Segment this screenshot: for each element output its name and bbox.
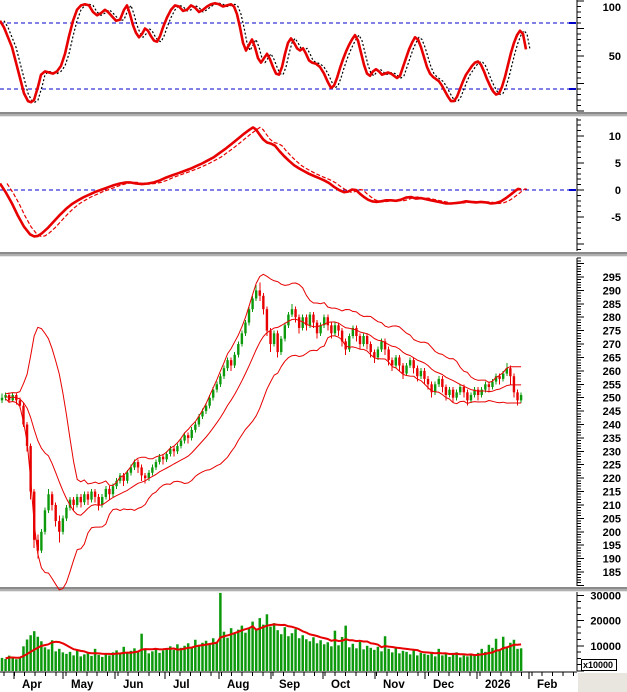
svg-text:225: 225 xyxy=(603,460,621,472)
svg-text:275: 275 xyxy=(603,326,621,338)
svg-text:190: 190 xyxy=(603,554,621,566)
svg-text:Sep: Sep xyxy=(279,679,300,691)
svg-text:10: 10 xyxy=(609,131,621,143)
svg-text:Nov: Nov xyxy=(383,679,405,691)
panel-splitter[interactable] xyxy=(0,112,627,117)
stochastic-panel: 100 50 xyxy=(0,0,621,112)
svg-text:Aug: Aug xyxy=(227,679,249,691)
axis-corner xyxy=(578,673,627,692)
svg-text:265: 265 xyxy=(603,352,621,364)
svg-text:240: 240 xyxy=(603,420,621,432)
svg-text:260: 260 xyxy=(603,366,621,378)
svg-text:220: 220 xyxy=(603,473,621,485)
volume-multiplier-badge: x10000 xyxy=(581,659,617,671)
svg-text:Jul: Jul xyxy=(173,679,190,691)
svg-text:200: 200 xyxy=(603,527,621,539)
svg-text:30000: 30000 xyxy=(590,590,621,602)
price-panel: 1851901952002052102152202252302352402452… xyxy=(0,257,621,591)
svg-text:Jun: Jun xyxy=(123,679,143,691)
svg-text:250: 250 xyxy=(603,393,621,405)
svg-text:290: 290 xyxy=(603,285,621,297)
svg-text:195: 195 xyxy=(603,540,621,552)
svg-text:2026: 2026 xyxy=(485,679,511,691)
svg-text:-5: -5 xyxy=(611,212,621,224)
svg-text:5: 5 xyxy=(615,158,621,170)
volume-panel: 30000 20000 10000 xyxy=(0,590,621,672)
svg-text:185: 185 xyxy=(603,567,621,579)
svg-text:Oct: Oct xyxy=(331,679,350,691)
svg-text:Feb: Feb xyxy=(537,679,557,691)
svg-text:295: 295 xyxy=(603,272,621,284)
x-axis: Apr May Jun Jul Aug Sep Oct Nov Dec 2026 Feb xyxy=(0,671,577,691)
svg-text:0: 0 xyxy=(615,185,621,197)
svg-text:270: 270 xyxy=(603,339,621,351)
svg-text:230: 230 xyxy=(603,446,621,458)
svg-text:280: 280 xyxy=(603,312,621,324)
svg-text:210: 210 xyxy=(603,500,621,512)
svg-text:215: 215 xyxy=(603,487,621,499)
svg-text:100: 100 xyxy=(603,2,621,14)
panel-splitter[interactable] xyxy=(0,587,627,592)
svg-text:May: May xyxy=(71,679,94,691)
svg-text:Dec: Dec xyxy=(433,679,455,691)
macd-panel: 10 5 0 -5 xyxy=(0,118,621,251)
svg-text:285: 285 xyxy=(603,299,621,311)
svg-text:255: 255 xyxy=(603,379,621,391)
svg-text:235: 235 xyxy=(603,433,621,445)
svg-text:10000: 10000 xyxy=(590,641,621,653)
svg-text:205: 205 xyxy=(603,513,621,525)
svg-text:Apr: Apr xyxy=(22,679,42,691)
panel-splitter[interactable] xyxy=(0,252,627,257)
svg-text:245: 245 xyxy=(603,406,621,418)
svg-text:20000: 20000 xyxy=(590,616,621,628)
svg-text:50: 50 xyxy=(609,51,621,63)
